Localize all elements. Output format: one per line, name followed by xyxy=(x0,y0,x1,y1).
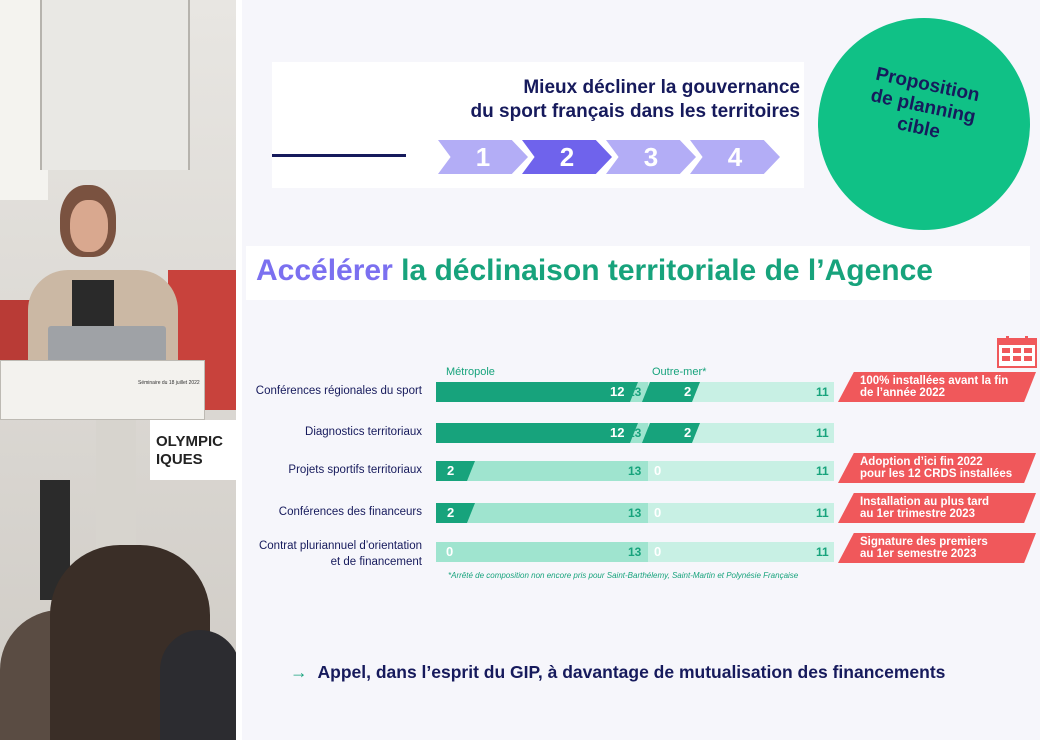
outremer-total-value: 11 xyxy=(816,545,829,559)
metro-done-bar xyxy=(436,382,638,402)
metro-done-value: 0 xyxy=(446,544,454,559)
outremer-total-value: 11 xyxy=(816,506,829,520)
arrow-right-icon: → xyxy=(290,662,308,682)
metro-total-value: 13 xyxy=(628,385,642,399)
speaker-photo: OLYMPIC IQUES Séminaire du 18 juillet 20… xyxy=(0,0,236,740)
step-4-label: 4 xyxy=(727,141,743,172)
metro-total-value: 13 xyxy=(628,426,642,440)
header-title-line2: du sport français dans les territoires xyxy=(470,101,800,122)
deadline-line2: pour les 12 CRDS installées xyxy=(860,468,1013,480)
metro-track-bar xyxy=(436,461,648,481)
outremer-total-value: 11 xyxy=(816,464,829,478)
calendar-icon xyxy=(997,336,1037,368)
outremer-total-value: 11 xyxy=(816,426,829,440)
podium xyxy=(0,360,205,420)
header-title: Mieux décliner la gouvernance du sport f… xyxy=(405,76,800,124)
metro-total-value: 13 xyxy=(628,464,642,478)
step-4: 4 xyxy=(690,140,780,174)
call-text: Appel, dans l’esprit du GIP, à davantage… xyxy=(317,662,946,682)
row-label-line2: et de financement xyxy=(330,556,422,568)
outremer-done-value: 0 xyxy=(654,544,662,559)
metro-done-bar xyxy=(436,461,475,481)
step-2-active: 2 xyxy=(522,140,612,174)
photo-signage: OLYMPIC IQUES xyxy=(156,433,223,468)
outremer-track-bar xyxy=(648,503,834,523)
step-3-label: 3 xyxy=(643,141,659,172)
deadline-line2: au 1er semestre 2023 xyxy=(860,548,977,560)
deadline-line2: au 1er trimestre 2023 xyxy=(860,508,976,520)
deadline-line1: Signature des premiers xyxy=(860,536,988,548)
row-label: Diagnostics territoriaux xyxy=(222,424,422,440)
row-label-line1: Diagnostics territoriaux xyxy=(305,426,422,438)
step-1: 1 xyxy=(438,140,528,174)
step-1-label: 1 xyxy=(475,141,491,172)
deadline-line1: Installation au plus tard xyxy=(860,496,990,508)
metro-done-value: 2 xyxy=(447,463,455,478)
outremer-done-value: 0 xyxy=(654,505,662,520)
metro-done-bar xyxy=(436,503,475,523)
metro-total-value: 13 xyxy=(628,545,642,559)
outremer-done-value: 2 xyxy=(684,425,692,440)
podium-label: Séminaire du 18 juillet 2022 xyxy=(138,380,200,386)
metro-track-bar xyxy=(436,542,648,562)
row-label: Conférences des financeurs xyxy=(222,504,422,520)
deadline-banner: Installation au plus tard au 1er trimestr… xyxy=(838,493,1036,523)
row-label: Contrat pluriannuel d’orientation et de f… xyxy=(222,538,422,570)
outremer-track-bar xyxy=(648,542,834,562)
slide-title-accent: Accélérer xyxy=(256,254,393,287)
deadline-line1: Adoption d’ici fin 2022 xyxy=(860,456,983,468)
photo-signage-bg xyxy=(150,420,236,480)
metro-total-value: 13 xyxy=(628,506,642,520)
row-label-line1: Conférences régionales du sport xyxy=(255,385,422,397)
outremer-total-value: 11 xyxy=(816,385,829,399)
deadline-banner: 100% installées avant la fin de l’année 2… xyxy=(838,372,1036,402)
row-label-line1: Conférences des financeurs xyxy=(278,506,422,518)
slide-title-rest: la déclinaison territoriale de l’Agence xyxy=(392,254,933,287)
outremer-track-bar xyxy=(648,461,834,481)
row-label-line1: Projets sportifs territoriaux xyxy=(288,464,422,476)
photo-door xyxy=(40,0,190,170)
metro-done-bar xyxy=(436,423,638,443)
title-box xyxy=(246,246,1030,300)
footnote: *Arrêté de composition non encore pris p… xyxy=(448,571,799,580)
proposal-badge xyxy=(818,18,1030,230)
row-label: Conférences régionales du sport xyxy=(222,383,422,399)
outremer-done-value: 2 xyxy=(684,384,692,399)
outremer-done-bar xyxy=(642,382,700,402)
audience-member xyxy=(160,630,236,740)
legend-outremer: Outre-mer* xyxy=(652,366,707,378)
step-2-label: 2 xyxy=(559,141,575,172)
deadline-banner: Signature des premiers au 1er semestre 20… xyxy=(838,533,1036,563)
deadline-line2: de l’année 2022 xyxy=(860,387,946,399)
slide-title: Accélérer la déclinaison territoriale de… xyxy=(256,254,933,288)
metro-done-value: 12 xyxy=(610,425,625,440)
metro-track-bar xyxy=(436,503,648,523)
speaker-face xyxy=(70,200,108,252)
outremer-done-bar xyxy=(642,423,700,443)
metro-done-value: 12 xyxy=(610,384,625,399)
call-to-action: → Appel, dans l’esprit du GIP, à davantag… xyxy=(290,662,945,683)
header-title-line1: Mieux décliner la gouvernance xyxy=(523,77,800,98)
row-label-line1: Contrat pluriannuel d’orientation xyxy=(258,540,422,552)
metro-done-value: 2 xyxy=(447,505,455,520)
legend-metropole: Métropole xyxy=(446,366,495,378)
deadline-line1: 100% installées avant la fin xyxy=(860,375,1009,387)
row-label: Projets sportifs territoriaux xyxy=(222,462,422,478)
outremer-done-value: 0 xyxy=(654,463,662,478)
step-3: 3 xyxy=(606,140,696,174)
header-divider xyxy=(272,154,406,157)
deadline-banner: Adoption d’ici fin 2022 pour les 12 CRDS … xyxy=(838,453,1036,483)
